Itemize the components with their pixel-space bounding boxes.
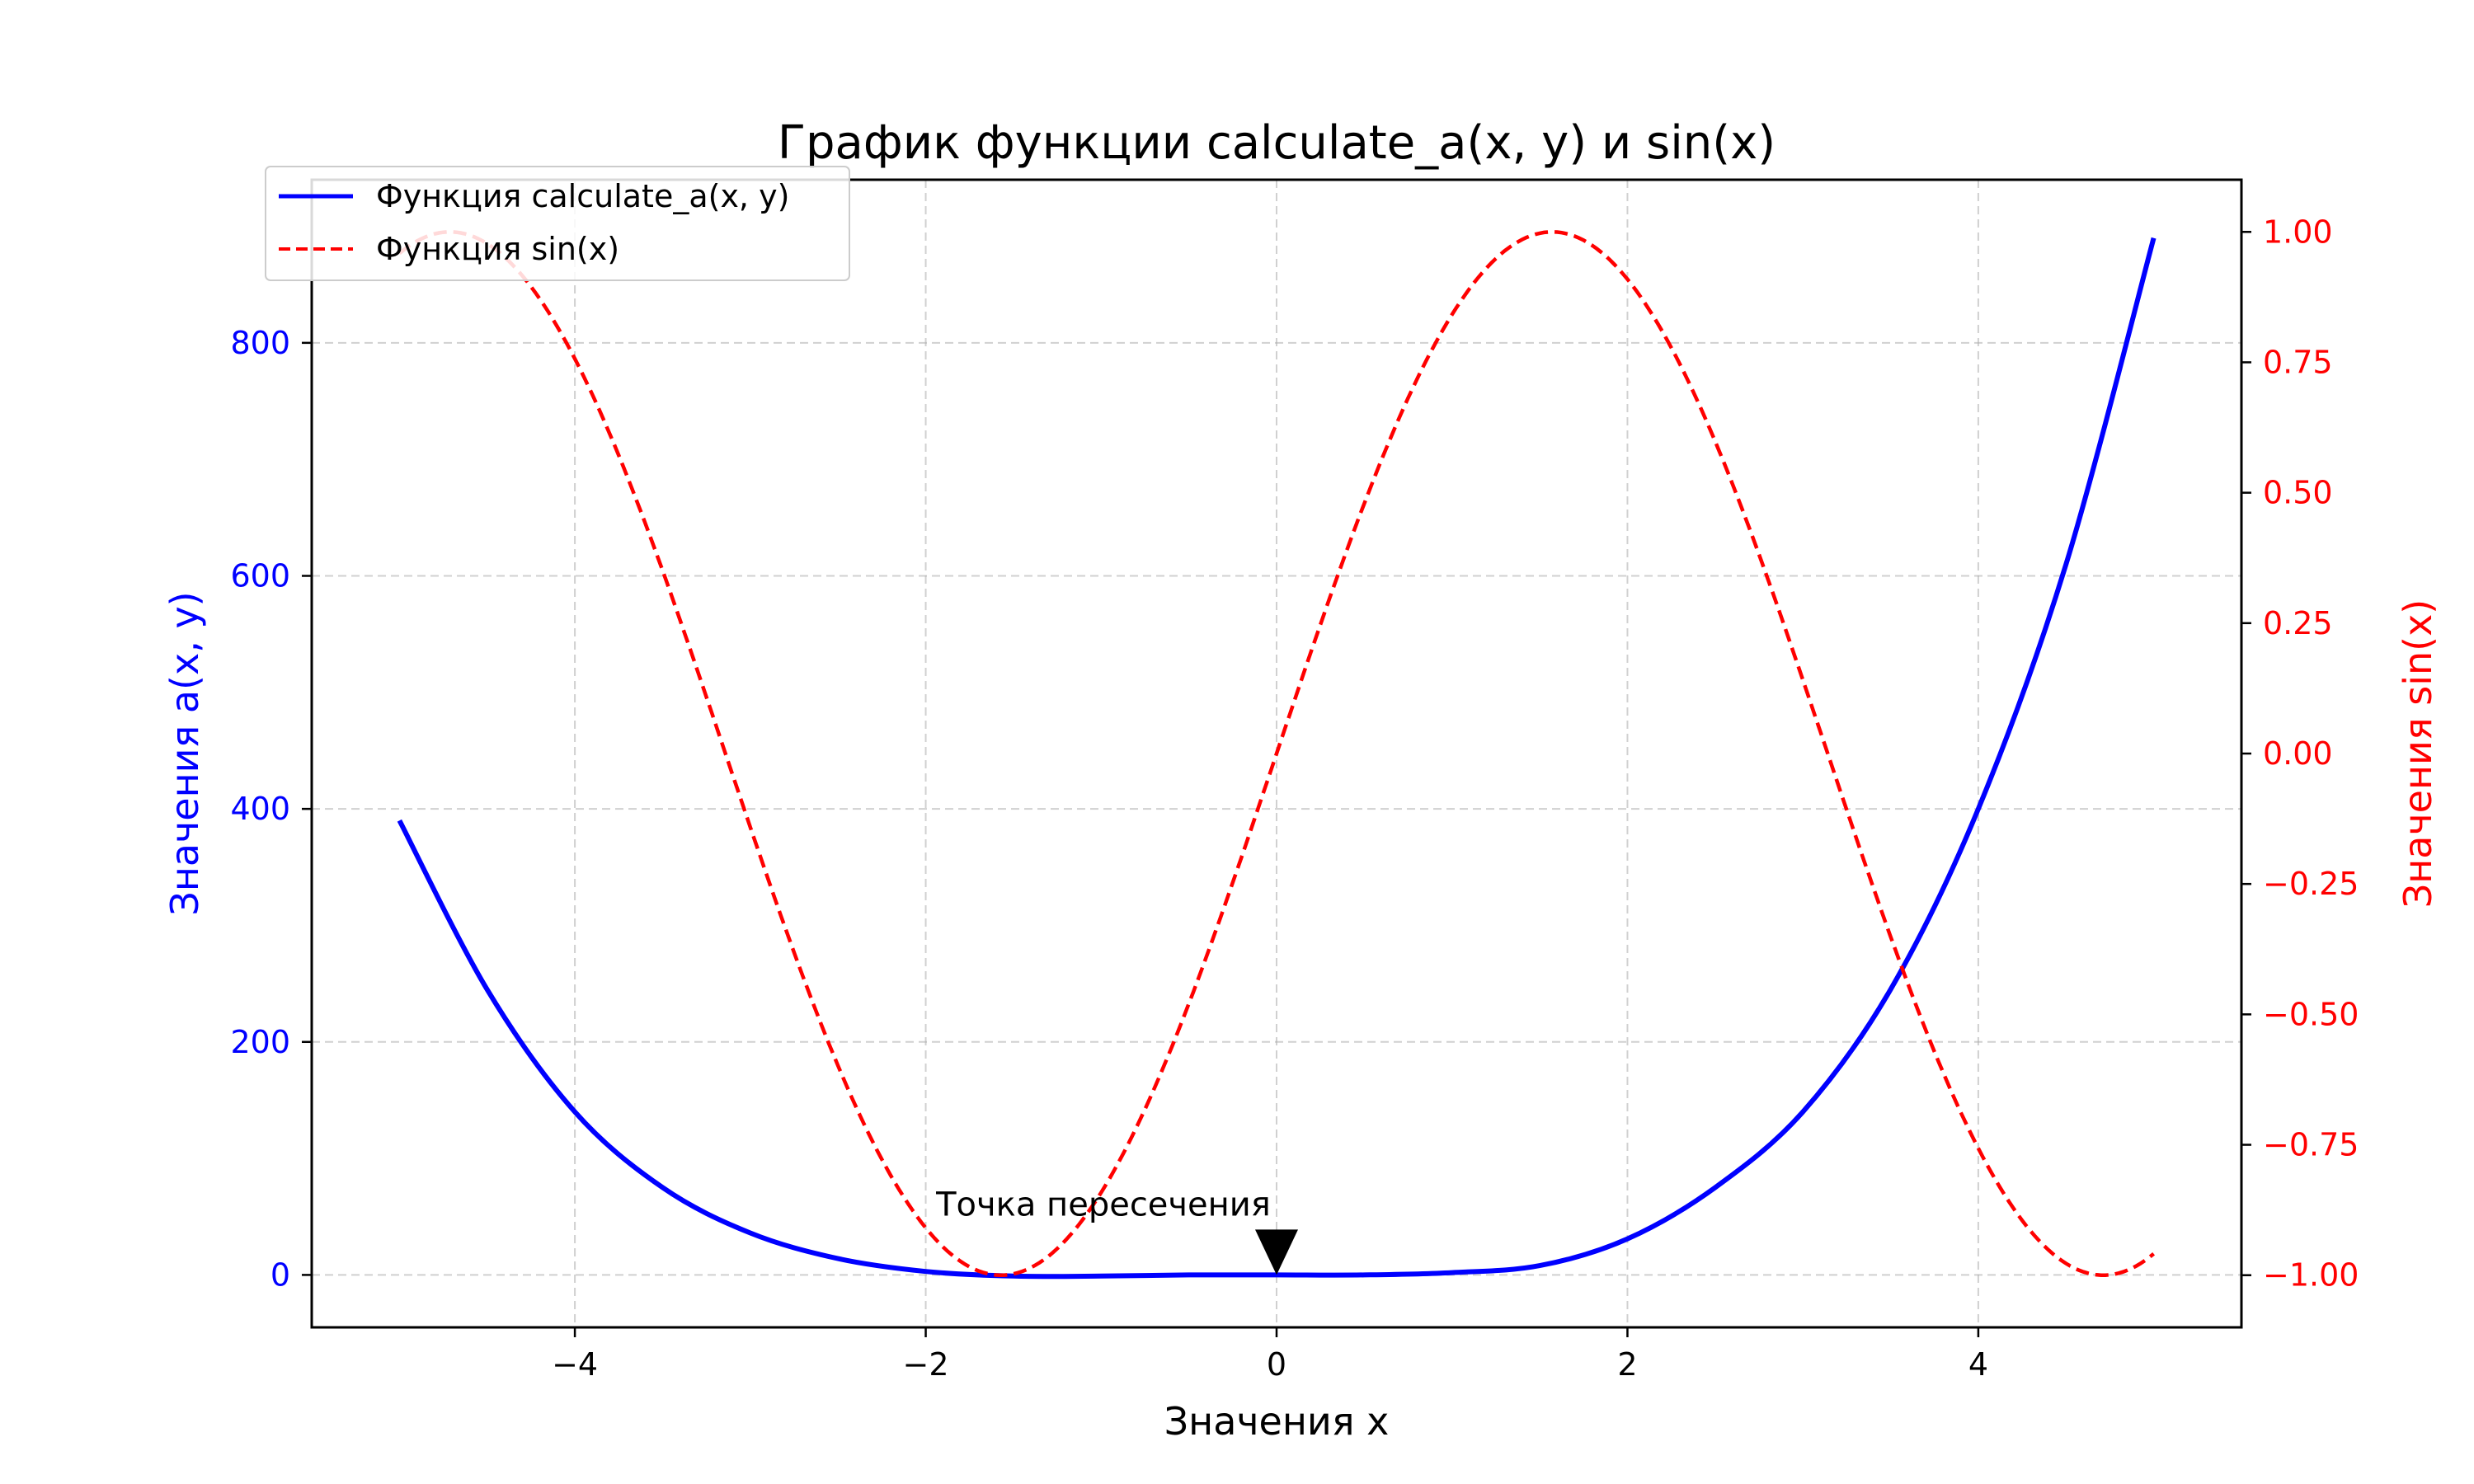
right-y-axis-label: Значения sin(x) [2396,599,2440,909]
x-tick-label: 2 [1617,1346,1637,1383]
legend-label-calculate-a: Функция calculate_a(x, y) [376,178,789,214]
annotation: Точка пересечения [935,1186,1298,1275]
left-y-tick-label: 800 [230,325,290,361]
right-y-axis: 1.00 0.75 0.50 0.25 0.00 −0.25 −0.50 −0.75 −1.00 [2241,214,2359,1294]
right-y-tick-label: 0.75 [2263,344,2333,380]
x-axis: −4 −2 0 2 4 [552,1327,1988,1383]
legend-box [265,166,850,281]
series-line-sin [397,230,2156,1277]
left-y-axis: 0 200 400 600 800 [230,325,312,1293]
legend: Функция calculate_a(x, y) Функция sin(x) [265,166,850,281]
series-line-calculate-a [397,237,2157,1280]
x-tick-label: −4 [552,1346,598,1383]
right-y-tick-label: −0.25 [2263,866,2359,902]
left-y-axis-label: Значения a(x, y) [162,591,207,915]
right-y-tick-label: 1.00 [2263,214,2333,250]
right-y-tick-label: −0.75 [2263,1127,2359,1163]
x-tick-label: 4 [1968,1346,1988,1383]
left-y-tick-label: 600 [230,557,290,594]
left-y-tick-label: 200 [230,1024,290,1060]
legend-label-sin: Функция sin(x) [376,231,619,267]
right-y-tick-label: 0.25 [2263,605,2333,641]
right-y-tick-label: 0.00 [2263,735,2333,772]
right-y-tick-label: −1.00 [2263,1257,2359,1294]
annotation-text: Точка пересечения [935,1186,1271,1223]
plot-frame [310,178,2243,1329]
chart-title: График функции calculate_a(x, y) и sin(x… [778,116,1776,170]
x-tick-label: −2 [903,1346,949,1383]
right-y-tick-label: −0.50 [2263,996,2359,1032]
left-y-tick-label: 400 [230,791,290,827]
x-axis-label: Значения x [1164,1399,1390,1444]
plot-series [397,230,2157,1280]
annotation-arrow [1255,1229,1298,1275]
right-y-tick-label: 0.50 [2263,475,2333,511]
x-tick-label: 0 [1267,1346,1286,1383]
left-y-tick-label: 0 [270,1256,290,1293]
